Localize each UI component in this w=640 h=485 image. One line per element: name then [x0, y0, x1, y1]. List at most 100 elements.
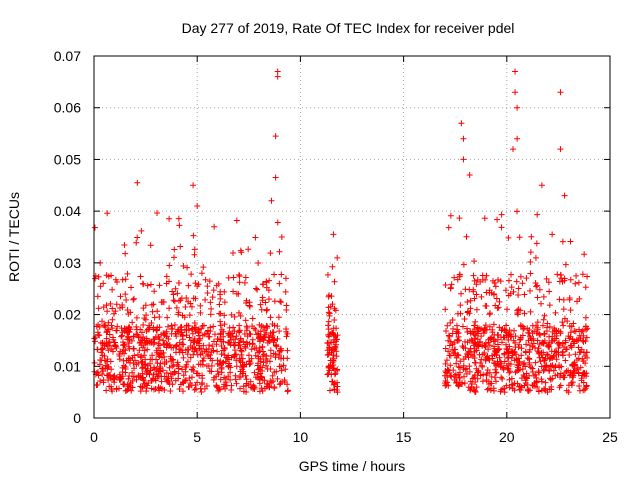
data-point: [333, 353, 340, 360]
data-point: [134, 234, 141, 241]
data-point: [261, 351, 268, 358]
data-point: [206, 367, 213, 374]
data-point: [259, 377, 266, 384]
data-point: [565, 389, 572, 396]
data-point: [491, 345, 498, 352]
data-point: [122, 347, 129, 354]
data-point: [202, 296, 209, 303]
data-point: [455, 352, 462, 359]
data-point: [498, 224, 505, 231]
data-point: [107, 300, 114, 307]
data-point: [236, 309, 243, 316]
data-point: [127, 326, 134, 333]
data-point: [493, 295, 500, 302]
data-point: [217, 322, 224, 329]
data-point: [175, 215, 182, 222]
data-point: [135, 334, 142, 341]
data-point: [509, 385, 516, 392]
data-point: [191, 246, 198, 253]
data-point: [184, 358, 191, 365]
data-point: [144, 282, 151, 289]
data-point: [200, 322, 207, 329]
data-point: [111, 339, 118, 346]
data-point: [221, 288, 228, 295]
data-point: [207, 324, 214, 331]
data-point: [578, 377, 585, 384]
data-point: [213, 341, 220, 348]
data-point: [214, 384, 221, 391]
data-point: [324, 271, 331, 278]
data-point: [532, 371, 539, 378]
data-point: [455, 382, 462, 389]
data-point: [259, 387, 266, 394]
data-point: [512, 369, 519, 376]
data-point: [518, 352, 525, 359]
data-point: [471, 277, 478, 284]
data-point: [243, 323, 250, 330]
data-point: [506, 327, 513, 334]
data-point: [180, 388, 187, 395]
data-point: [494, 216, 501, 223]
data-point: [473, 365, 480, 372]
data-point: [501, 334, 508, 341]
data-point: [218, 351, 225, 358]
data-point: [106, 338, 113, 345]
data-point: [242, 317, 249, 324]
data-point: [547, 362, 554, 369]
data-point: [211, 223, 218, 230]
data-point: [478, 293, 485, 300]
data-point: [169, 288, 176, 295]
data-point: [514, 357, 521, 364]
data-point: [133, 323, 140, 330]
data-point: [459, 343, 466, 350]
data-point: [276, 352, 283, 359]
data-point: [257, 301, 264, 308]
data-point: [534, 294, 541, 301]
data-point: [490, 387, 497, 394]
data-point: [153, 327, 160, 334]
data-point: [284, 381, 291, 388]
x-tick-label: 0: [90, 429, 98, 445]
data-point: [147, 281, 154, 288]
data-point: [242, 344, 249, 351]
data-point: [454, 276, 461, 283]
data-point: [128, 284, 135, 291]
data-point: [462, 338, 469, 345]
data-point: [174, 359, 181, 366]
data-point: [484, 366, 491, 373]
data-point: [91, 359, 98, 366]
data-point: [182, 364, 189, 371]
data-point: [561, 369, 568, 376]
data-point: [241, 279, 248, 286]
data-point: [172, 285, 179, 292]
data-point: [509, 146, 516, 153]
data-point: [505, 360, 512, 367]
data-point: [333, 325, 340, 332]
data-point: [175, 328, 182, 335]
data-point: [541, 312, 548, 319]
data-point: [559, 340, 566, 347]
data-point: [503, 322, 510, 329]
data-point: [448, 281, 455, 288]
data-point: [486, 287, 493, 294]
data-point: [198, 325, 205, 332]
data-point: [583, 334, 590, 341]
data-point: [579, 355, 586, 362]
data-point: [552, 309, 559, 316]
data-point: [112, 343, 119, 350]
data-point: [282, 275, 289, 282]
data-point: [230, 324, 237, 331]
data-point: [534, 319, 541, 326]
data-point: [267, 250, 274, 257]
data-point: [242, 274, 249, 281]
data-point: [462, 286, 469, 293]
data-point: [516, 386, 523, 393]
data-point: [504, 346, 511, 353]
data-point: [165, 342, 172, 349]
data-point: [555, 351, 562, 358]
data-point: [180, 354, 187, 361]
data-point: [451, 274, 458, 281]
data-point: [120, 357, 127, 364]
data-point: [467, 305, 474, 312]
data-point: [100, 304, 107, 311]
